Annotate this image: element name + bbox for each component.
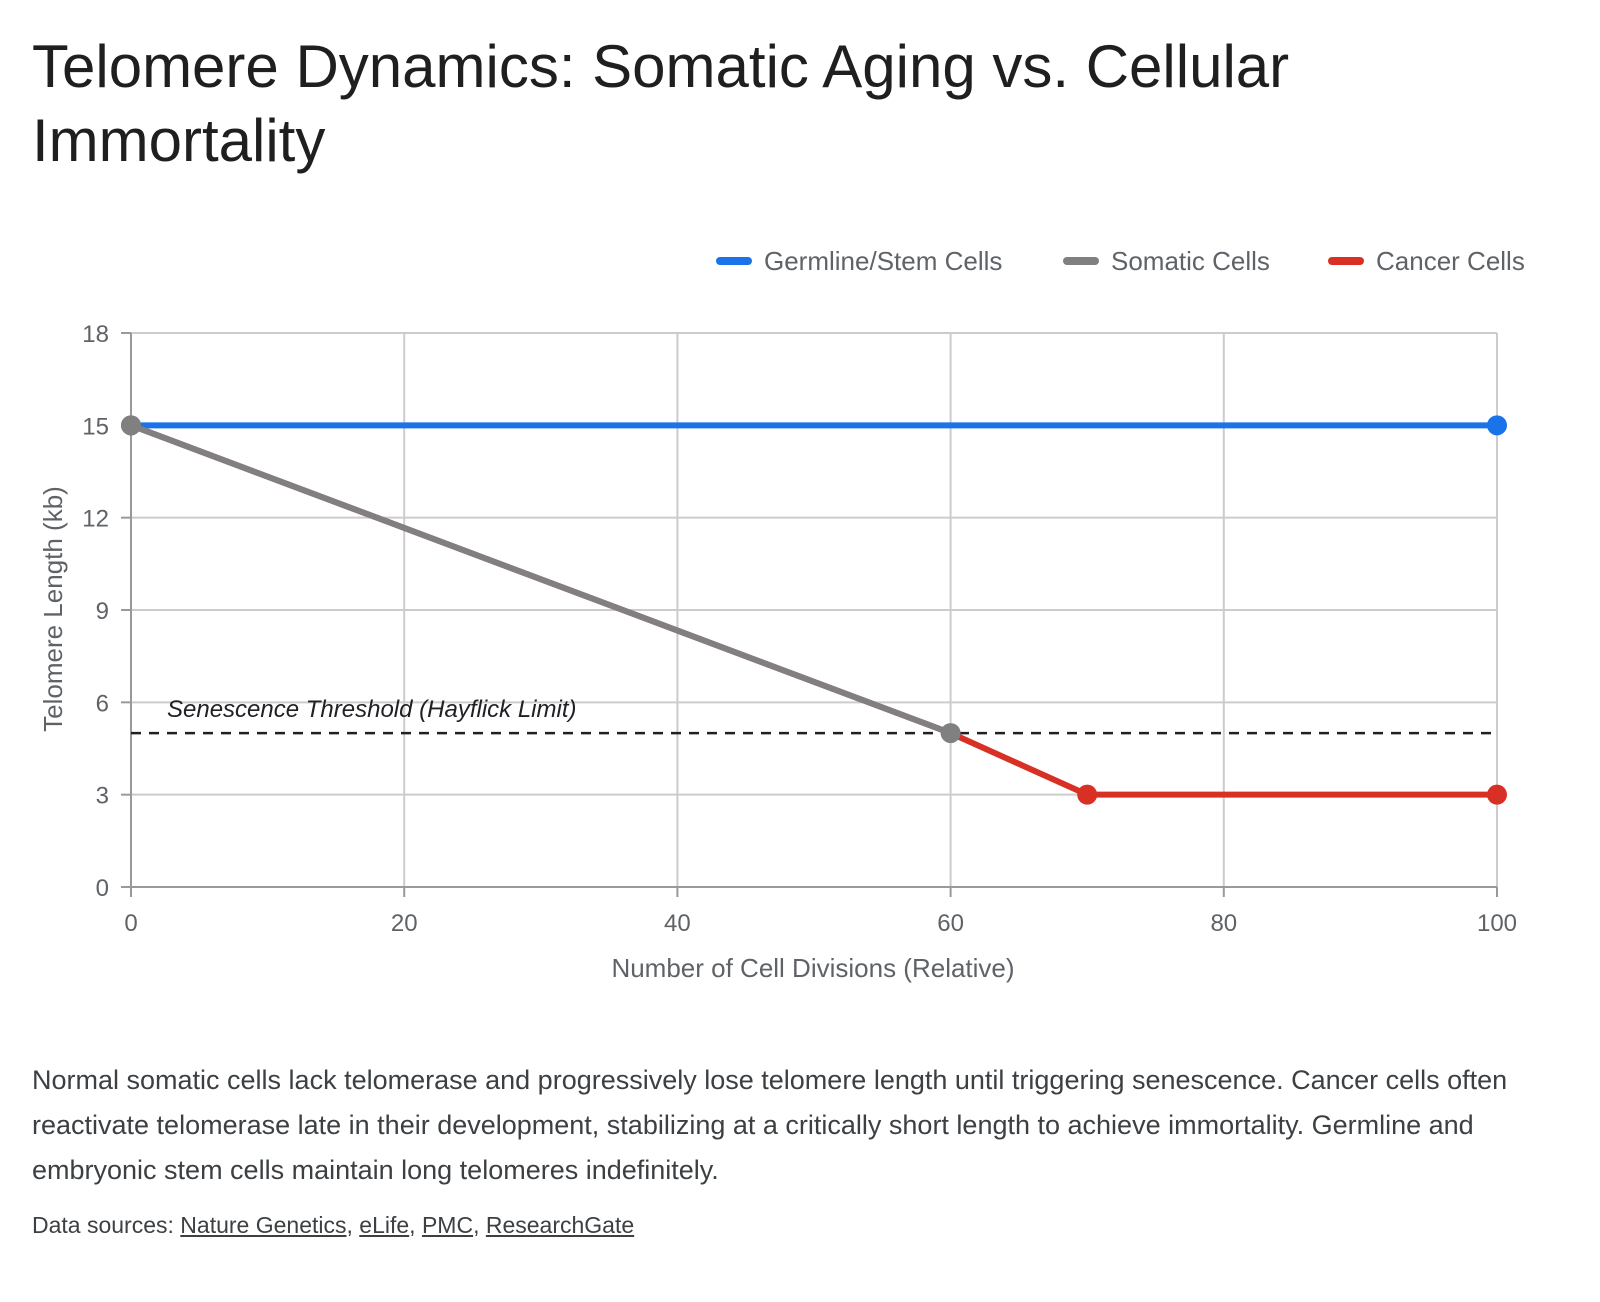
y-tick-label-18: 18 [82, 321, 109, 348]
x-tick-label-80: 80 [1210, 910, 1237, 937]
chart-caption: Normal somatic cells lack telomerase and… [32, 1065, 1508, 1185]
data-point-somatic-cells-1 [940, 723, 961, 744]
telomere-line-chart: Germline/Stem Cells Somatic Cells Cancer C… [38, 246, 1525, 983]
x-tick-label-60: 60 [937, 910, 964, 937]
data-point-germline-stem-cells-1 [1487, 415, 1507, 436]
data-sources: Data sources: Nature Genetics, eLife, PM… [32, 1212, 635, 1238]
x-tick-label-20: 20 [391, 910, 418, 937]
chart-axes: 0 3 6 9 12 15 18 0 20 40 60 80 100 [82, 321, 1517, 937]
x-axis-label: Number of Cell Divisions (Relative) [611, 953, 1014, 983]
y-tick-label-15: 15 [82, 413, 109, 440]
x-tick-label-100: 100 [1477, 910, 1517, 937]
chart-grid [130, 332, 1498, 888]
chart-series [121, 415, 1507, 805]
source-link-researchgate[interactable]: ResearchGate [485, 1212, 635, 1238]
source-link-nature-genetics[interactable]: Nature Genetics [180, 1212, 347, 1238]
y-tick-label-9: 9 [96, 598, 109, 625]
legend-label-germline-stem-cells: Germline/Stem Cells [764, 246, 1002, 276]
data-point-cancer-cells-0 [1077, 784, 1098, 805]
chart-title: Telomere Dynamics: Somatic Aging vs. Cel… [32, 33, 1290, 174]
y-tick-label-3: 3 [96, 783, 109, 810]
chart-legend: Germline/Stem Cells Somatic Cells Cancer C… [716, 246, 1525, 276]
y-tick-label-0: 0 [96, 875, 109, 902]
data-point-somatic-cells-0 [121, 415, 141, 436]
data-point-cancer-cells-1 [1487, 784, 1507, 805]
legend-label-somatic-cells: Somatic Cells [1111, 246, 1270, 276]
senescence-threshold-label: Senescence Threshold (Hayflick Limit) [167, 696, 577, 723]
y-tick-label-6: 6 [96, 690, 109, 717]
x-tick-label-40: 40 [664, 910, 691, 937]
series-line-somatic-cells [128, 422, 954, 737]
y-tick-label-12: 12 [82, 506, 109, 533]
legend-label-cancer-cells: Cancer Cells [1376, 246, 1525, 276]
data-sources-label: Data sources: [32, 1212, 174, 1238]
source-link-pmc[interactable]: PMC [421, 1212, 474, 1238]
chart-annotations: Senescence Threshold (Hayflick Limit) [131, 696, 1497, 735]
x-tick-label-0: 0 [124, 910, 137, 937]
source-link-elife[interactable]: eLife [359, 1212, 410, 1238]
y-axis-label: Telomere Length (kb) [38, 486, 68, 732]
